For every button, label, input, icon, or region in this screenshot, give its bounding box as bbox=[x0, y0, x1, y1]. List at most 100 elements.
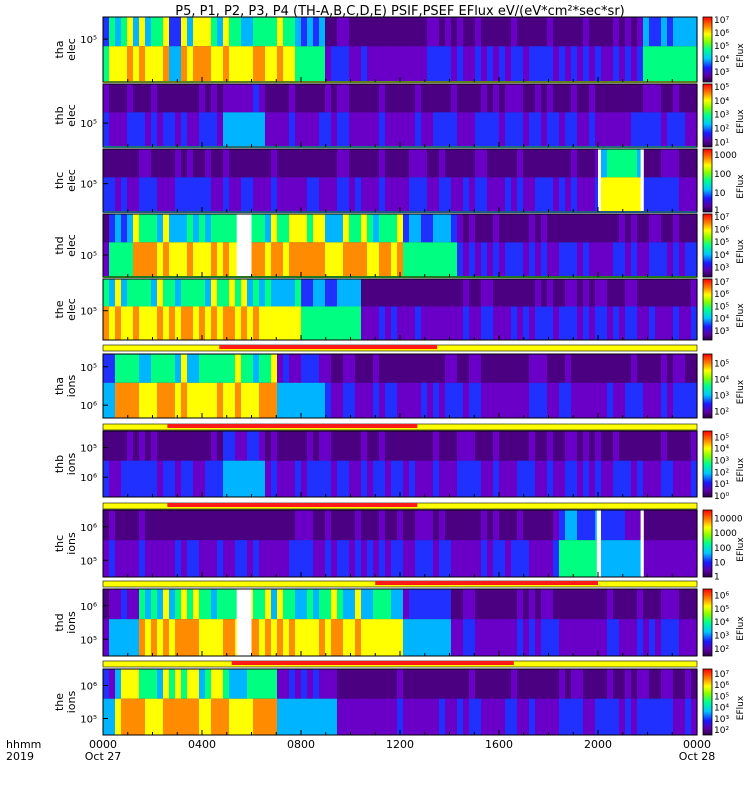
spectrogram-column-upper bbox=[253, 17, 260, 47]
spectrogram-column-upper bbox=[211, 431, 218, 461]
spectrogram-column-upper bbox=[625, 149, 632, 178]
spectrogram-column-upper bbox=[265, 510, 272, 541]
mode-bar-the-elec bbox=[102, 344, 698, 352]
spectrogram-column-lower bbox=[373, 698, 380, 735]
spectrogram-column-lower bbox=[313, 460, 320, 497]
spectrogram-column-upper bbox=[523, 431, 530, 461]
spectrogram-column-lower bbox=[601, 46, 608, 82]
spectrogram-column-upper bbox=[121, 149, 128, 178]
spectrogram-column-lower bbox=[259, 698, 266, 735]
spectrogram-column-upper bbox=[499, 84, 506, 113]
spectrogram-column-upper bbox=[529, 589, 536, 620]
spectrogram-column-lower bbox=[247, 177, 254, 212]
spectrogram-column-upper bbox=[571, 354, 578, 383]
spectrogram-column-upper bbox=[643, 17, 650, 47]
spectrogram-column-upper bbox=[625, 84, 632, 113]
spectrogram-column-lower bbox=[367, 112, 374, 147]
spectrogram-column-upper bbox=[211, 354, 218, 383]
spectrogram-column-lower bbox=[355, 242, 362, 277]
spectrogram-column-lower bbox=[325, 698, 332, 735]
spectrogram-column-lower bbox=[349, 242, 356, 277]
spectrogram-column-upper bbox=[679, 589, 686, 620]
spectrogram-column-lower bbox=[235, 540, 242, 577]
spectrogram-column-lower bbox=[433, 242, 440, 277]
spectrogram-column-upper bbox=[355, 669, 362, 699]
colorbar-label: 10⁵ bbox=[714, 605, 729, 615]
spectrogram-column-upper bbox=[409, 510, 416, 541]
spectrogram-column-upper bbox=[151, 149, 158, 178]
spectrogram-column-lower bbox=[631, 460, 638, 497]
spectrogram-column-lower bbox=[649, 242, 656, 277]
spectrogram-column-lower bbox=[151, 112, 158, 147]
spectrogram-column-upper bbox=[319, 149, 326, 178]
colorbar-label: 10² bbox=[714, 726, 729, 736]
spectrogram-column-upper bbox=[511, 354, 518, 383]
spectrogram-column-lower bbox=[505, 460, 512, 497]
spectrogram-column-lower bbox=[691, 619, 698, 656]
colorbar-label: 10³ bbox=[714, 456, 729, 466]
spectrogram-column-lower bbox=[643, 698, 650, 735]
spectrogram-column-upper bbox=[451, 354, 458, 383]
spectrogram-column-lower bbox=[595, 46, 602, 82]
spectrogram-column-upper bbox=[625, 279, 632, 307]
spectrogram-column-upper bbox=[631, 510, 638, 541]
spectrogram-column-lower bbox=[619, 382, 626, 418]
spectrogram-column-upper bbox=[565, 149, 572, 178]
spectrogram-column-upper bbox=[163, 84, 170, 113]
spectrogram-column-lower bbox=[439, 698, 446, 735]
colorbar-label: 10³ bbox=[714, 391, 729, 401]
spectrogram-column-upper bbox=[181, 589, 188, 620]
spectrogram-column-lower bbox=[355, 619, 362, 656]
spectrogram-column-upper bbox=[589, 431, 596, 461]
spectrogram-column-lower bbox=[463, 242, 470, 277]
spectrogram-column-lower bbox=[169, 242, 176, 277]
spectrogram-column-upper bbox=[547, 214, 554, 243]
spectrogram-column-lower bbox=[547, 46, 554, 82]
spectrogram-column-lower bbox=[349, 698, 356, 735]
spectrogram-column-lower bbox=[433, 460, 440, 497]
spectrogram-column-upper bbox=[415, 214, 422, 243]
spectrogram-column-lower bbox=[409, 242, 416, 277]
spectrogram-column-upper bbox=[481, 149, 488, 178]
spectrogram-column-lower bbox=[457, 306, 464, 340]
spectrogram-column-upper bbox=[565, 279, 572, 307]
spectrogram-column-lower bbox=[259, 619, 266, 656]
spectrogram-column-upper bbox=[397, 279, 404, 307]
spectrogram-column-upper bbox=[181, 84, 188, 113]
spectrogram-column-lower bbox=[229, 112, 236, 147]
spectrogram-column-lower bbox=[511, 46, 518, 82]
spectrogram-column-lower bbox=[301, 177, 308, 212]
spectrogram-column-lower bbox=[325, 540, 332, 577]
spectrogram-column-upper bbox=[601, 669, 608, 699]
spectrogram-column-lower bbox=[691, 112, 698, 147]
spectrogram-column-upper bbox=[415, 84, 422, 113]
spectrogram-column-lower bbox=[385, 177, 392, 212]
spectrogram-column-upper bbox=[481, 214, 488, 243]
spectrogram-column-upper bbox=[205, 589, 212, 620]
spectrogram-column-upper bbox=[631, 84, 638, 113]
spectrogram-column-upper bbox=[529, 669, 536, 699]
spectrogram-column-upper bbox=[613, 279, 620, 307]
spectrogram-column-lower bbox=[577, 698, 584, 735]
spectrogram-column-lower bbox=[247, 382, 254, 418]
spectrogram-column-lower bbox=[271, 540, 278, 577]
spectrogram-column-upper bbox=[151, 279, 158, 307]
spectrogram-column-lower bbox=[535, 698, 542, 735]
spectrogram-column-upper bbox=[547, 669, 554, 699]
spectrogram-column-upper bbox=[523, 669, 530, 699]
spectrogram-column-upper bbox=[127, 354, 134, 383]
spectrogram-column-lower bbox=[163, 242, 170, 277]
spectrogram-column-upper bbox=[415, 589, 422, 620]
spectrogram-column-lower bbox=[481, 540, 488, 577]
spectrogram-column-lower bbox=[313, 306, 320, 340]
spectrogram-column-upper bbox=[487, 431, 494, 461]
spectrogram-column-upper bbox=[121, 510, 128, 541]
spectrogram-column-lower bbox=[475, 177, 482, 212]
spectrogram-column-upper bbox=[589, 669, 596, 699]
spectrogram-column-lower bbox=[577, 619, 584, 656]
spectrogram-column-upper bbox=[103, 431, 110, 461]
y-tick-label: 10⁶ bbox=[80, 523, 97, 534]
spectrogram-column-lower bbox=[259, 46, 266, 82]
spectrogram-column-lower bbox=[187, 540, 194, 577]
